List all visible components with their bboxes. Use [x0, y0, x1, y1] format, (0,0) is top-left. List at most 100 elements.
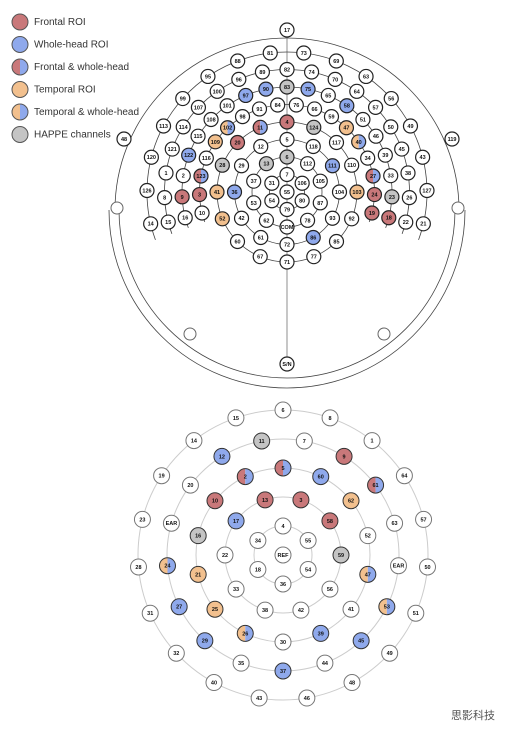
node-label: 74: [309, 70, 316, 76]
node-label: 85: [333, 239, 339, 245]
node-label: 73: [301, 51, 307, 57]
node-label: EAR: [166, 521, 178, 527]
node: [383, 168, 399, 184]
node-label: REF: [278, 553, 290, 559]
node: [342, 492, 360, 510]
node: [185, 432, 203, 450]
node-half: [227, 120, 235, 135]
node: [11, 81, 29, 98]
node-label: 56: [388, 97, 394, 103]
node: [181, 476, 199, 494]
node: [158, 165, 174, 181]
node: [299, 156, 316, 172]
node: [206, 600, 224, 618]
node-label: 22: [403, 220, 409, 226]
node: [143, 149, 159, 165]
node-label: 57: [373, 105, 379, 111]
node-label: 64: [401, 474, 408, 480]
node-label: 37: [280, 669, 286, 675]
node-label: 80: [299, 199, 305, 205]
node-label: 36: [231, 190, 237, 196]
node-label: 120: [147, 155, 156, 161]
node: [305, 229, 321, 246]
node-label: 83: [284, 85, 290, 91]
node-label: 62: [348, 499, 354, 505]
node-label: 16: [195, 534, 201, 540]
node-label: 61: [258, 235, 264, 241]
node-label: 11: [259, 439, 265, 445]
node: [419, 182, 435, 199]
node: [274, 401, 292, 419]
node: [196, 632, 214, 650]
node-label: 97: [243, 93, 249, 99]
node: [233, 158, 250, 174]
node-label: 5: [285, 137, 288, 143]
node: [328, 53, 344, 69]
node: [377, 147, 393, 163]
node-label: 7: [303, 439, 306, 445]
node: [359, 565, 377, 583]
node: [359, 527, 377, 545]
node: [299, 212, 316, 228]
node-label: 63: [392, 521, 398, 527]
node: [258, 156, 275, 172]
node: [193, 168, 209, 184]
node-label: 19: [369, 211, 375, 217]
node-half: [245, 625, 254, 642]
node-label: 38: [405, 171, 411, 177]
node: [194, 205, 210, 221]
node-label: 9: [181, 195, 184, 201]
node-label: 2: [182, 174, 185, 180]
node: [306, 119, 322, 135]
node-label: 45: [399, 147, 405, 153]
node-label: Whole-head ROI: [34, 40, 108, 51]
node: [249, 532, 267, 549]
node: [306, 101, 323, 117]
node-label: 3: [299, 498, 302, 504]
node: [253, 229, 269, 246]
node-label: Frontal ROI: [34, 17, 86, 28]
node-label: 21: [420, 222, 426, 228]
node: [383, 90, 399, 107]
node: [256, 491, 274, 509]
node-label: 19: [159, 474, 165, 480]
node: [444, 131, 460, 147]
node: [229, 233, 246, 250]
node: [279, 166, 295, 183]
node: [236, 624, 254, 642]
node-label: 17: [233, 519, 239, 525]
node: [233, 210, 250, 226]
node-label: 55: [284, 190, 290, 196]
node: [11, 58, 29, 76]
node-label: 61: [373, 483, 379, 489]
node-label: 13: [262, 498, 268, 504]
node: [219, 120, 236, 136]
node-half: [167, 557, 176, 574]
node-label: 39: [318, 631, 324, 637]
node: [11, 36, 29, 53]
node-label: 41: [214, 190, 220, 196]
node-half: [253, 120, 261, 135]
node-label: 110: [347, 163, 356, 169]
node-label: S/N: [282, 362, 291, 368]
node: [227, 580, 245, 598]
node-label: 28: [219, 163, 225, 169]
node-label: 8: [329, 416, 332, 422]
node-half: [200, 168, 208, 183]
node: [160, 214, 176, 230]
node: [342, 600, 360, 618]
node-label: 121: [168, 147, 177, 153]
node-label: 10: [199, 211, 205, 217]
node-label: 69: [333, 59, 339, 65]
node-label: 118: [309, 144, 318, 150]
node: [279, 356, 295, 372]
node: [381, 210, 397, 226]
node: [262, 45, 278, 61]
node: [363, 432, 381, 450]
node-label: 96: [236, 77, 242, 83]
node-label: 10: [212, 499, 218, 505]
node: [279, 254, 295, 270]
node: [312, 468, 330, 486]
node: [209, 83, 225, 99]
node: [279, 131, 295, 148]
